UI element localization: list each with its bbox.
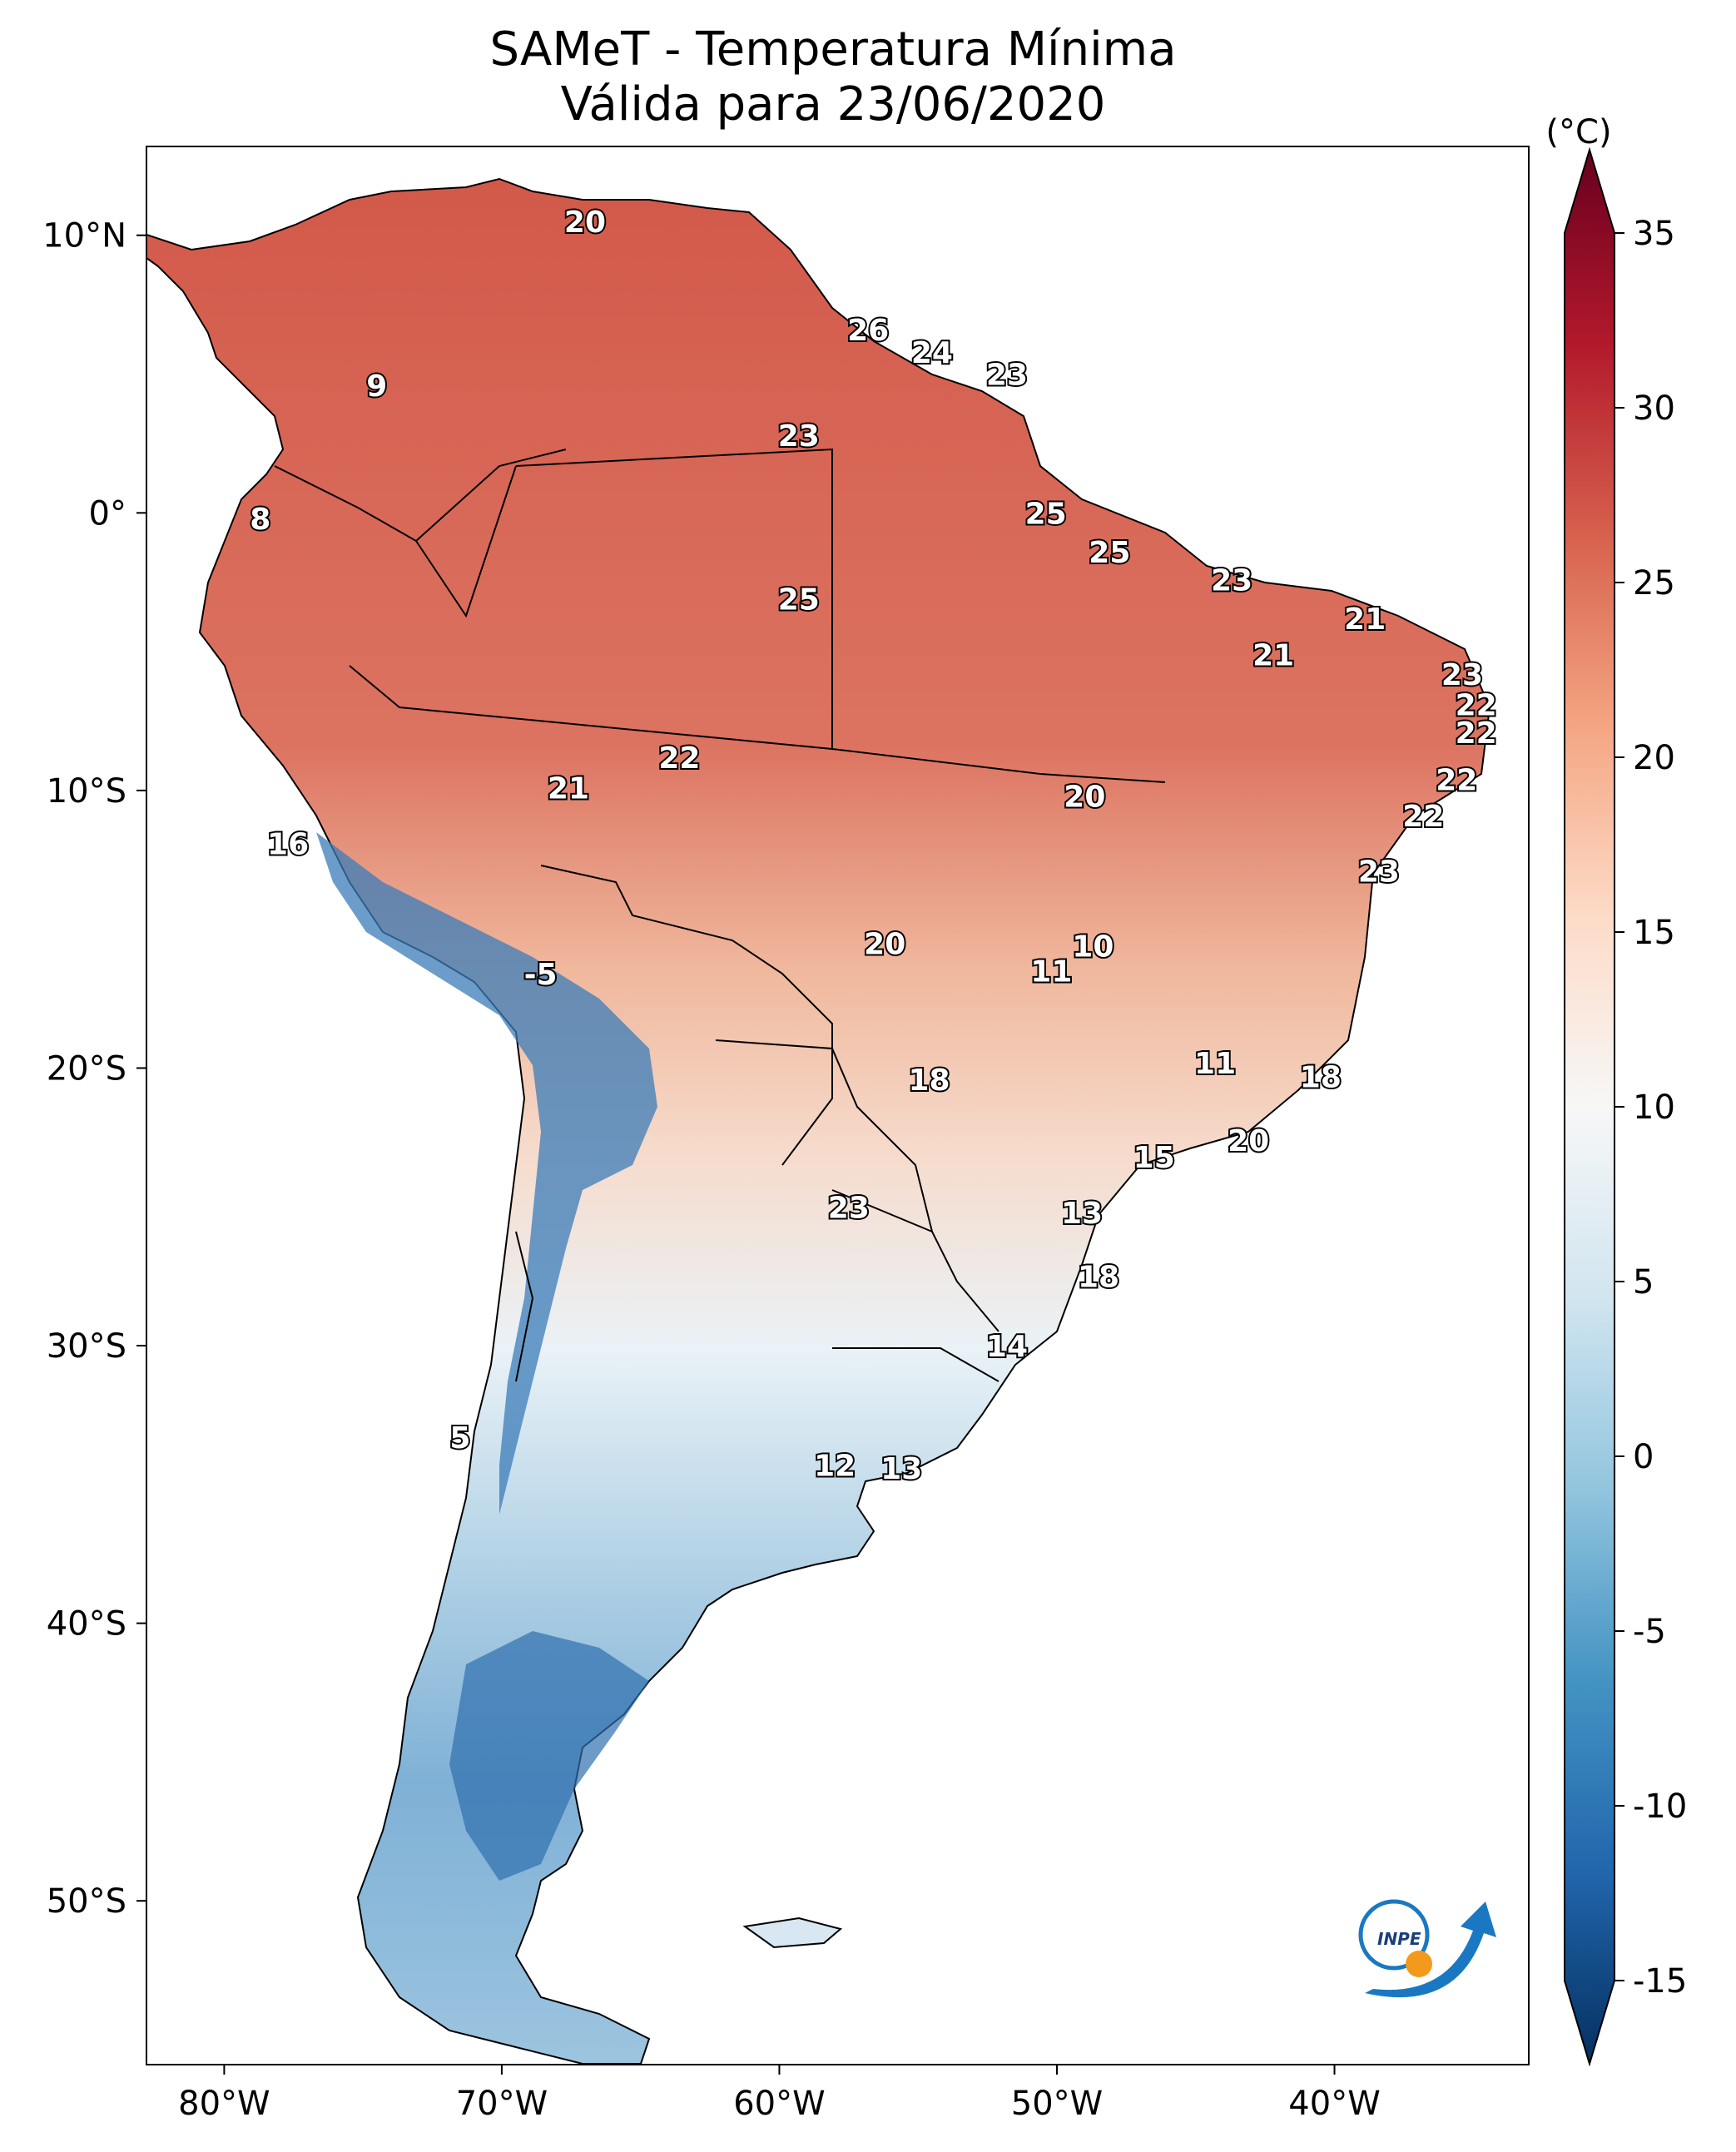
temperature-field [146, 177, 1491, 2065]
colorbar-ticks: 35 30 25 20 15 10 5 0 -5 -10 -15 [1614, 215, 1687, 2001]
colorbar-tick-label: 5 [1633, 1263, 1654, 1302]
temperature-label: 23 [828, 1191, 870, 1225]
temperature-label: 15 [1133, 1141, 1175, 1175]
longitude-axis: 80°W 70°W 60°W 50°W 40°W [178, 2065, 1381, 2123]
temperature-label: 22 [1436, 764, 1477, 798]
colorbar-tick-label: -15 [1633, 1962, 1687, 2001]
andes-cold-zone [316, 832, 657, 1515]
south-america-landmass [146, 177, 1491, 2065]
temperature-label: 22 [658, 741, 700, 776]
temperature-label: 12 [814, 1449, 856, 1483]
temperature-label: 20 [1064, 781, 1105, 815]
temperature-label: 23 [1211, 563, 1252, 598]
temperature-label: 22 [1402, 800, 1444, 834]
colorbar-tick-label: -10 [1633, 1788, 1687, 1826]
colorbar-tick-label: 10 [1633, 1088, 1675, 1127]
temperature-label: 21 [1344, 602, 1386, 637]
temperature-label: 11 [1030, 955, 1072, 989]
temperature-label: 13 [1061, 1197, 1103, 1231]
temperature-label: 14 [986, 1330, 1028, 1364]
lat-tick-label: 0° [89, 494, 126, 533]
inpe-logo: INPE [1358, 1899, 1496, 1998]
latitude-axis: 10°N 0° 10°S 20°S 30°S 40°S 50°S [42, 217, 146, 1921]
temperature-label: 25 [778, 583, 820, 617]
colorbar-tick-label: -5 [1633, 1613, 1666, 1651]
temperature-label: 21 [1252, 638, 1294, 672]
temperature-label: 21 [548, 772, 589, 806]
lon-tick-label: 40°W [1288, 2085, 1380, 2123]
temperature-label: 23 [1441, 658, 1483, 692]
logo-ring-icon [1358, 1899, 1430, 1971]
temperature-label: 13 [880, 1452, 922, 1486]
map-title: SAMeT - Temperatura Mínima [489, 22, 1177, 77]
temperature-label: 24 [911, 336, 953, 370]
logo-dot-icon [1406, 1951, 1432, 1977]
temperature-label: 20 [1228, 1124, 1269, 1158]
colorbar-tick-label: 30 [1633, 389, 1675, 428]
temperature-label: 18 [1300, 1060, 1342, 1094]
temperature-label: 22 [1456, 717, 1497, 751]
temperature-label: 23 [1358, 855, 1400, 890]
colorbar-tick-label: 20 [1633, 739, 1675, 777]
country-borders [274, 448, 1166, 1382]
lat-tick-label: 40°S [47, 1605, 126, 1644]
temperature-label: 23 [986, 359, 1028, 393]
temperature-label: -5 [524, 958, 558, 992]
temperature-label: 9 [366, 369, 387, 404]
lon-tick-label: 50°W [1011, 2085, 1103, 2123]
temperature-label: 25 [1025, 497, 1067, 531]
colorbar-tick-label: 35 [1633, 215, 1675, 253]
lon-tick-label: 60°W [733, 2085, 825, 2123]
lat-tick-label: 10°N [42, 217, 126, 255]
map-frame [146, 146, 1530, 2065]
falkland-islands [742, 1916, 843, 1949]
lon-tick-label: 70°W [456, 2085, 548, 2123]
temperature-label: 11 [1194, 1047, 1236, 1081]
temperature-label: 5 [449, 1421, 470, 1455]
lat-tick-label: 30°S [47, 1327, 126, 1366]
temperature-label: 18 [1078, 1261, 1119, 1295]
colorbar-body [1564, 146, 1615, 2067]
logo-arrow-icon [1365, 1902, 1496, 1998]
colorbar-tick-label: 15 [1633, 914, 1675, 952]
temperature-label: 23 [778, 419, 820, 454]
colorbar-unit: (°C) [1545, 113, 1611, 151]
lat-tick-label: 20°S [47, 1049, 126, 1088]
map-subtitle: Válida para 23/06/2020 [560, 77, 1106, 131]
patagonia-cold-zone [449, 1631, 649, 1881]
temperature-label: 25 [1089, 536, 1130, 570]
temperature-label: 16 [267, 827, 309, 861]
temperature-label: 18 [909, 1064, 950, 1098]
logo-text: INPE [1377, 1929, 1421, 1949]
temperature-label: 10 [1072, 930, 1114, 964]
lat-tick-label: 10°S [47, 772, 126, 811]
temperature-label: 22 [1456, 688, 1497, 722]
colorbar-tick-label: 25 [1633, 564, 1675, 602]
temperature-label: 26 [847, 314, 889, 348]
temperature-label: 20 [864, 927, 905, 961]
lon-tick-label: 80°W [178, 2085, 270, 2123]
colorbar-tick-label: 0 [1633, 1438, 1654, 1476]
colorbar: (°C) 35 30 25 20 15 10 5 0 -5 -10 -15 [1545, 113, 1687, 2067]
temperature-labels: 2026242392325825252321212322222222202122… [248, 204, 1498, 1488]
temperature-label: 8 [250, 503, 270, 537]
lat-tick-label: 50°S [47, 1882, 126, 1921]
temperature-label: 20 [564, 206, 606, 240]
